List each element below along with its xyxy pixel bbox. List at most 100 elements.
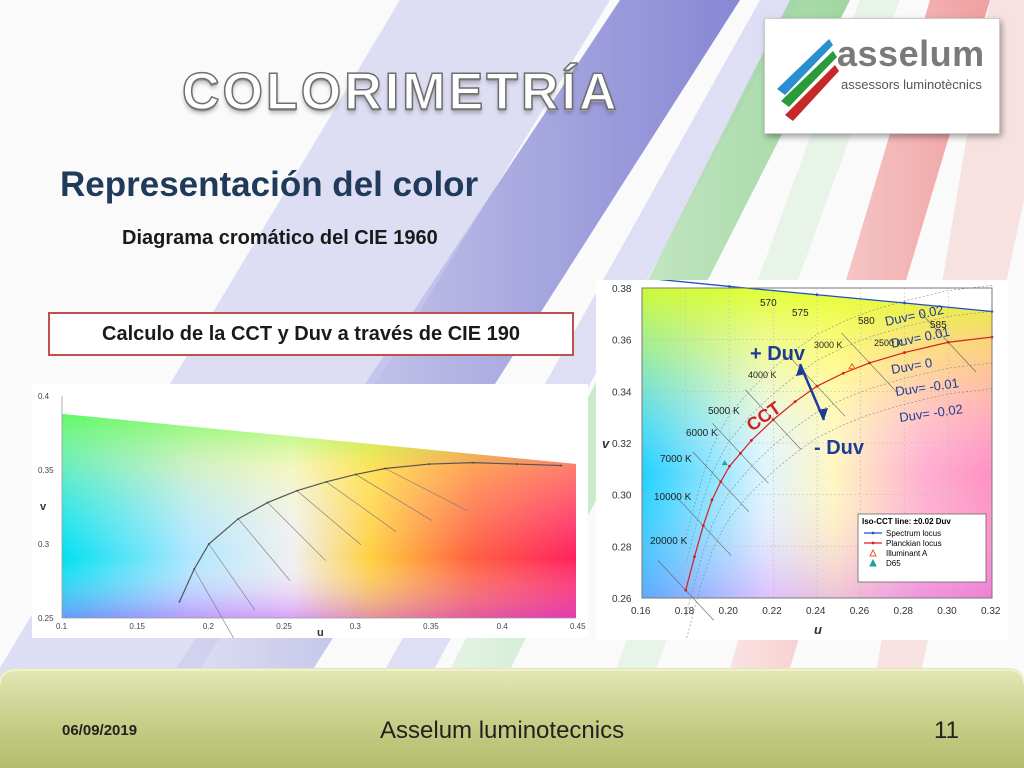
callout-box: Calculo de la CCT y Duv a través de CIE … xyxy=(48,312,574,356)
chartL-iso-cct-line xyxy=(296,490,362,545)
chartR-planckian-point xyxy=(903,351,906,354)
chartL-ytick: 0.4 xyxy=(38,392,50,401)
chartR-spectrum-point xyxy=(815,293,819,297)
slide-title: COLORIMETRÍA xyxy=(181,62,620,122)
chartL-xtick: 0.3 xyxy=(350,622,362,631)
chartL-xtick: 0.4 xyxy=(497,622,509,631)
footer-company: Asselum luminotecnics xyxy=(380,717,625,744)
chartL-point xyxy=(237,517,240,520)
chartR-planckian-point xyxy=(719,480,723,484)
chartL-point xyxy=(516,463,519,465)
chartR-ytick: 0.30 xyxy=(612,491,632,502)
chartR-annotation: 4000 K xyxy=(748,370,777,380)
chartR-annotation: 3000 K xyxy=(814,340,843,350)
chartR-annotation: 2500 K xyxy=(874,338,903,348)
chartL-xtick: 0.45 xyxy=(570,622,586,631)
chartL-point xyxy=(428,463,431,465)
chartR-xtick: 0.18 xyxy=(675,606,695,617)
chartL-xlabel: u xyxy=(317,627,324,638)
chartR-duv-arrow-head-bottom xyxy=(818,408,828,420)
chartR-annotation: 6000 K xyxy=(686,428,718,439)
chartR-planckian-point xyxy=(693,555,696,559)
chartR-duv-line xyxy=(685,388,993,642)
chartR-planckian-point xyxy=(728,464,731,468)
chartR-planckian-point xyxy=(793,400,797,404)
chartL-iso-cct-line xyxy=(326,481,397,533)
slide-subtitle: Representación del color xyxy=(60,165,479,204)
logo-tagline: assessors luminotècnics xyxy=(841,77,982,92)
chartR-illuminant-a xyxy=(848,362,856,370)
chartL-xtick: 0.1 xyxy=(56,622,68,631)
legend-label: Spectrum locus xyxy=(886,529,941,538)
chartL-iso-cct-line xyxy=(193,569,235,640)
chartR-planckian-point xyxy=(739,451,742,455)
chartR-planckian-point xyxy=(946,340,950,344)
chartR-planckian-locus xyxy=(685,336,993,591)
chartL-point xyxy=(325,480,328,483)
chartR-annotation: 580 xyxy=(858,316,875,327)
chartR-xtick: 0.20 xyxy=(719,606,739,617)
chartR-annotation: 575 xyxy=(792,308,809,319)
chartR-xlabel: u xyxy=(814,622,822,637)
chartR-annotation: + Duv xyxy=(750,343,806,365)
chartR-xtick: 0.30 xyxy=(937,606,957,617)
chartR-legend: Iso-CCT line: ±0.02 Duv Spectrum locusPl… xyxy=(857,513,987,583)
legend-title: Iso-CCT line: ±0.02 Duv xyxy=(862,517,951,526)
chartR-planckian-point xyxy=(815,384,819,388)
chartR-annotation: 7000 K xyxy=(660,454,692,465)
chartL-iso-cct-line xyxy=(267,502,326,561)
chartL-point xyxy=(354,473,357,476)
chartR-planckian-point xyxy=(684,588,688,592)
chartR-annotation: 570 xyxy=(760,298,777,309)
chartL-point xyxy=(384,467,386,470)
chartL-iso-cct-line xyxy=(355,474,432,521)
chartL-point xyxy=(560,464,563,467)
chartR-ytick: 0.28 xyxy=(612,542,632,553)
chartR-ylabel: v xyxy=(602,436,610,451)
chartR-xtick: 0.16 xyxy=(631,606,651,617)
chartL-point xyxy=(207,543,210,545)
chartL-iso-cct-line xyxy=(208,543,256,611)
chartR-planckian-point xyxy=(701,524,705,528)
page-number: 11 xyxy=(934,717,959,744)
chartR-annotation: 20000 K xyxy=(650,536,688,547)
chartR-ytick: 0.38 xyxy=(612,284,632,295)
chartR-xtick: 0.24 xyxy=(806,606,826,617)
chartR-duv-line xyxy=(685,310,993,565)
chartR-planckian-point xyxy=(710,498,714,502)
footer-date: 06/09/2019 xyxy=(62,722,138,739)
chartR-d65 xyxy=(721,460,728,466)
chartR-duv-line xyxy=(685,362,993,617)
chartR-ytick: 0.34 xyxy=(612,387,632,398)
chartL-ytick: 0.25 xyxy=(38,614,54,623)
chartR-spectrum-point xyxy=(728,285,731,288)
chartR-annotation: 585 xyxy=(930,320,947,331)
chartR-planckian-point xyxy=(771,418,775,422)
chartR-planckian-point xyxy=(749,439,753,442)
chartR-planckian-point xyxy=(841,371,845,375)
chartL-point xyxy=(296,489,298,492)
chartR-xtick: 0.22 xyxy=(762,606,782,617)
chartL-point xyxy=(193,568,196,571)
chartL-ytick: 0.35 xyxy=(38,466,54,475)
chartR-xtick: 0.28 xyxy=(894,606,914,617)
chartL-point xyxy=(472,461,475,464)
chartL-xtick: 0.35 xyxy=(423,622,439,631)
chartR-annotation: - Duv xyxy=(814,437,865,459)
chartL-iso-cct-line xyxy=(384,468,468,511)
cie1960-chart: 0.1 0.15 0.2 0.25 0.3 0.35 0.4 0.45 0.25 0.3 0.35 0… xyxy=(32,384,588,640)
chartR-annotation: 10000 K xyxy=(654,492,692,503)
legend-swatch xyxy=(869,558,877,567)
legend-label: D65 xyxy=(886,559,901,568)
chartL-xtick: 0.2 xyxy=(203,622,215,631)
legend-swatch-dot xyxy=(871,531,875,535)
legend-label: Illuminant A xyxy=(886,549,928,558)
logo-name: asselum xyxy=(837,33,985,74)
chartR-planckian-point xyxy=(868,361,871,365)
chartL-point xyxy=(178,600,181,603)
chartL-ylabel: v xyxy=(40,501,47,513)
chartR-xtick: 0.32 xyxy=(981,606,1001,617)
legend-swatch xyxy=(869,548,877,557)
logo-mark-icon xyxy=(777,39,839,121)
diagram-heading: Diagrama cromático del CIE 1960 xyxy=(122,227,438,249)
